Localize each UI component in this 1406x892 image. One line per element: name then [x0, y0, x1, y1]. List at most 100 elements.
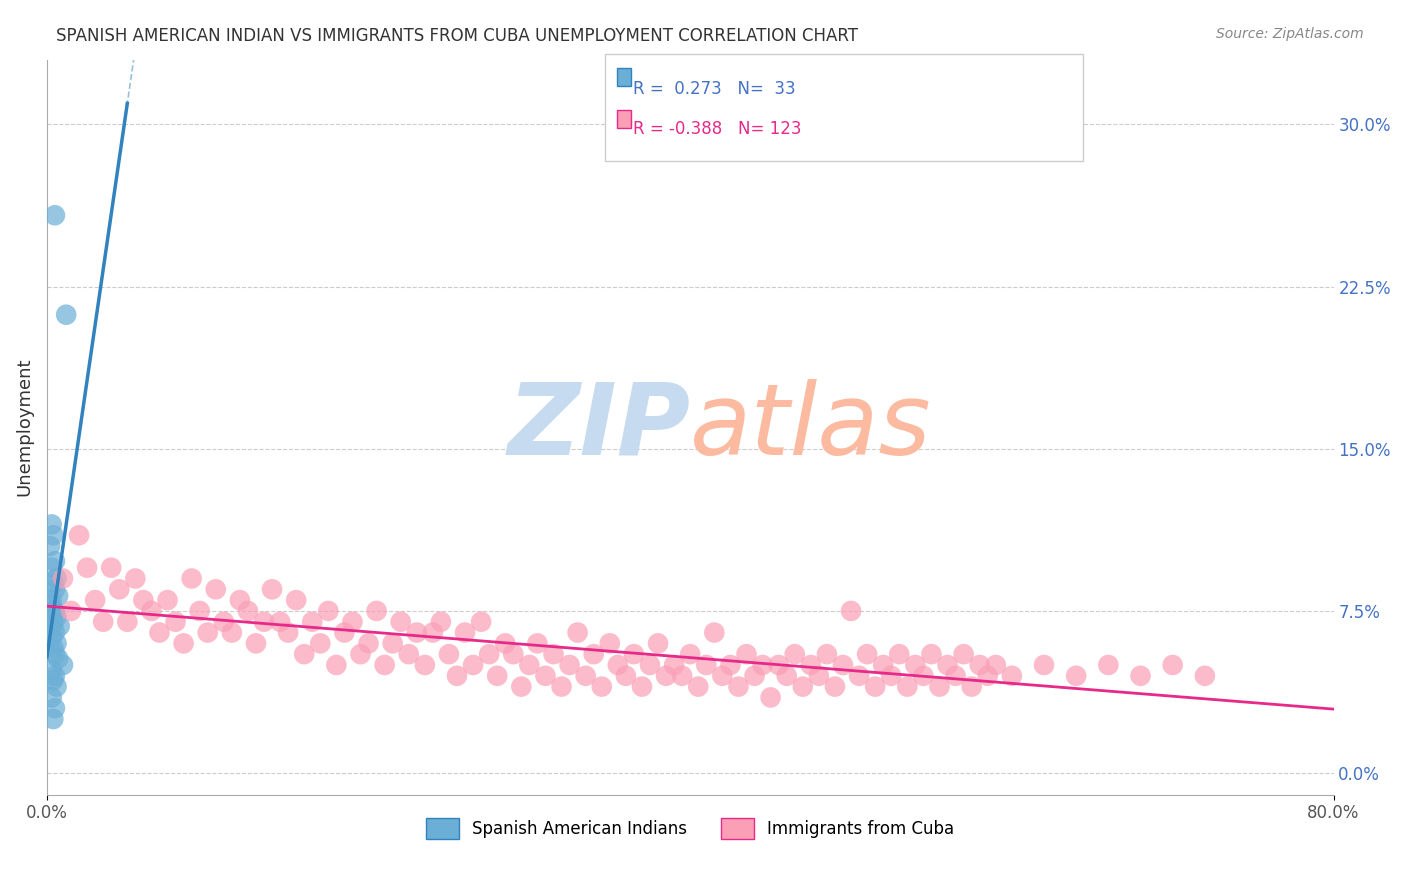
Point	[904, 657, 927, 672]
Point	[398, 647, 420, 661]
Point	[647, 636, 669, 650]
Point	[76, 560, 98, 574]
Point	[41, 690, 63, 705]
Point	[430, 615, 453, 629]
Point	[912, 669, 935, 683]
Point	[41, 662, 63, 676]
Point	[41, 593, 63, 607]
Text: atlas: atlas	[690, 378, 932, 475]
Point	[478, 647, 501, 661]
Point	[212, 615, 235, 629]
Point	[39, 539, 62, 553]
Point	[42, 616, 65, 631]
Point	[260, 582, 283, 597]
Point	[889, 647, 911, 661]
Point	[558, 657, 581, 672]
Point	[623, 647, 645, 661]
Point	[1129, 669, 1152, 683]
Point	[42, 673, 65, 687]
Point	[792, 680, 814, 694]
Point	[52, 657, 75, 672]
Point	[977, 669, 1000, 683]
Text: R =  0.273   N=  33: R = 0.273 N= 33	[633, 80, 796, 98]
Point	[1097, 657, 1119, 672]
Point	[141, 604, 163, 618]
Point	[815, 647, 838, 661]
Point	[984, 657, 1007, 672]
Point	[55, 308, 77, 322]
Point	[928, 680, 950, 694]
Point	[759, 690, 782, 705]
Point	[880, 669, 903, 683]
Point	[952, 647, 974, 661]
Point	[366, 604, 388, 618]
Point	[727, 680, 749, 694]
Point	[188, 604, 211, 618]
Point	[638, 657, 661, 672]
Point	[41, 630, 63, 644]
Point	[84, 593, 107, 607]
Point	[807, 669, 830, 683]
Point	[631, 680, 654, 694]
Point	[45, 680, 67, 694]
Point	[688, 680, 710, 694]
Point	[357, 636, 380, 650]
Point	[39, 598, 62, 612]
Point	[405, 625, 427, 640]
Point	[776, 669, 799, 683]
Point	[91, 615, 114, 629]
Point	[969, 657, 991, 672]
Point	[269, 615, 291, 629]
Point	[920, 647, 942, 661]
Point	[824, 680, 846, 694]
Point	[156, 593, 179, 607]
Point	[735, 647, 758, 661]
Point	[45, 572, 67, 586]
Point	[856, 647, 879, 661]
Point	[832, 657, 855, 672]
Point	[277, 625, 299, 640]
Point	[41, 517, 63, 532]
Point	[1001, 669, 1024, 683]
Point	[44, 669, 66, 683]
Point	[180, 572, 202, 586]
Point	[486, 669, 509, 683]
Point	[422, 625, 444, 640]
Point	[333, 625, 356, 640]
Point	[45, 636, 67, 650]
Point	[60, 604, 83, 618]
Point	[221, 625, 243, 640]
Point	[800, 657, 823, 672]
Text: ZIP: ZIP	[508, 378, 690, 475]
Point	[591, 680, 613, 694]
Point	[374, 657, 396, 672]
Point	[783, 647, 806, 661]
Point	[960, 680, 983, 694]
Point	[204, 582, 226, 597]
Point	[461, 657, 484, 672]
Point	[41, 615, 63, 629]
Point	[534, 669, 557, 683]
Point	[848, 669, 870, 683]
Point	[318, 604, 340, 618]
Point	[526, 636, 548, 650]
Point	[132, 593, 155, 607]
Point	[389, 615, 412, 629]
Point	[46, 651, 69, 665]
Point	[896, 680, 918, 694]
Point	[42, 575, 65, 590]
Point	[454, 625, 477, 640]
Point	[285, 593, 308, 607]
Point	[44, 582, 66, 597]
Point	[413, 657, 436, 672]
Point	[703, 625, 725, 640]
Point	[42, 604, 65, 618]
Point	[582, 647, 605, 661]
Point	[543, 647, 565, 661]
Point	[718, 657, 741, 672]
Point	[711, 669, 734, 683]
Point	[437, 647, 460, 661]
Point	[253, 615, 276, 629]
Point	[1033, 657, 1056, 672]
Point	[165, 615, 187, 629]
